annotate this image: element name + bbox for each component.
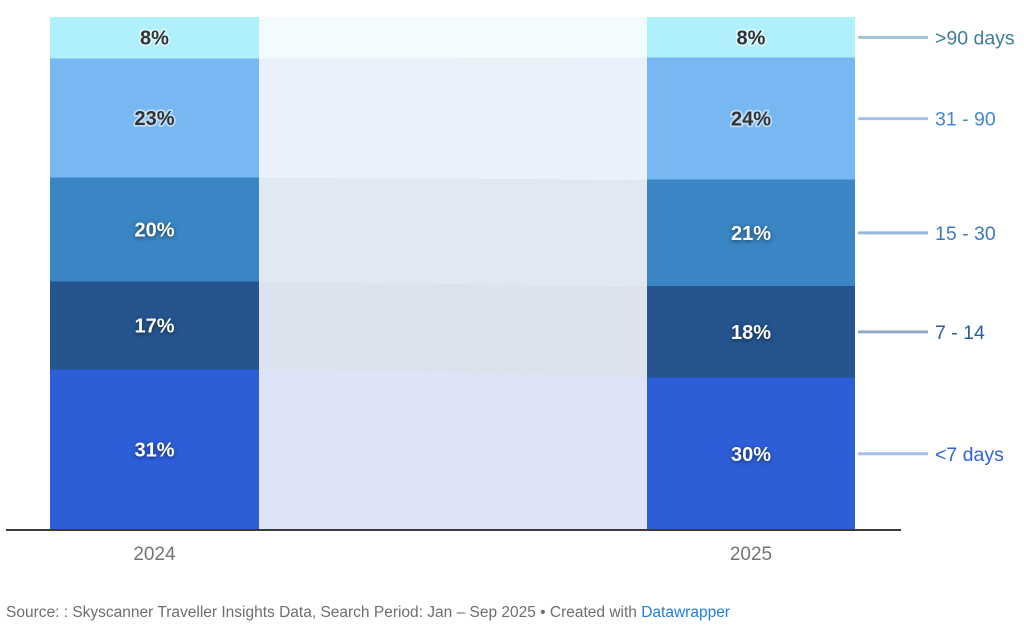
source-line: Source: : Skyscanner Traveller Insights … bbox=[6, 602, 730, 624]
legend-label-31-90: 31 - 90 bbox=[935, 109, 996, 131]
bar-segment-2024-7-14[interactable] bbox=[50, 281, 259, 370]
bar-segment-2024-15-30[interactable] bbox=[50, 177, 259, 282]
legend-label-15-30: 15 - 30 bbox=[935, 223, 996, 245]
value-label: 31% bbox=[134, 440, 174, 462]
x-axis-label-2024: 2024 bbox=[133, 544, 176, 565]
bar-segment-2024-gt-90-days[interactable] bbox=[50, 17, 259, 59]
value-label: 24% bbox=[731, 109, 771, 131]
bar-segment-2025-lt-7-days[interactable] bbox=[647, 377, 855, 530]
legend-label-gt-90-days: >90 days bbox=[935, 27, 1015, 49]
value-label: 18% bbox=[731, 322, 771, 344]
bar-segment-2025-7-14[interactable] bbox=[647, 286, 855, 378]
bar-segment-2024-31-90[interactable] bbox=[50, 58, 259, 178]
value-label: 17% bbox=[134, 315, 174, 337]
stacked-bar-chart: 8% 23% 20% 17% 31% 8% 24% 21% 18% 30% 2024 2025 >90 … bbox=[6, 17, 1015, 565]
bar-segment-2025-31-90[interactable] bbox=[647, 57, 855, 180]
flow-band-gt-90-days bbox=[259, 17, 647, 59]
bar-segment-2025-15-30[interactable] bbox=[647, 179, 855, 287]
value-label: 30% bbox=[731, 444, 771, 466]
bar-segment-2025-gt-90-days[interactable] bbox=[647, 17, 855, 58]
legend-label-lt-7-days: <7 days bbox=[935, 444, 1004, 466]
x-axis-label-2025: 2025 bbox=[730, 544, 772, 565]
value-label: 20% bbox=[134, 219, 174, 241]
bar-segment-2024-lt-7-days[interactable] bbox=[50, 369, 259, 530]
value-label: 8% bbox=[140, 28, 169, 50]
flow-band-7-14 bbox=[259, 281, 647, 378]
datawrapper-link[interactable]: Datawrapper bbox=[641, 604, 730, 621]
value-label: 8% bbox=[737, 27, 766, 49]
source-text: Source: : Skyscanner Traveller Insights … bbox=[6, 604, 642, 621]
flow-band-lt-7-days bbox=[259, 369, 647, 530]
legend-label-7-14: 7 - 14 bbox=[935, 322, 985, 344]
value-label: 23% bbox=[134, 108, 174, 130]
value-label: 21% bbox=[731, 223, 771, 245]
flow-band-15-30 bbox=[259, 177, 647, 287]
flow-band-31-90 bbox=[259, 57, 647, 180]
